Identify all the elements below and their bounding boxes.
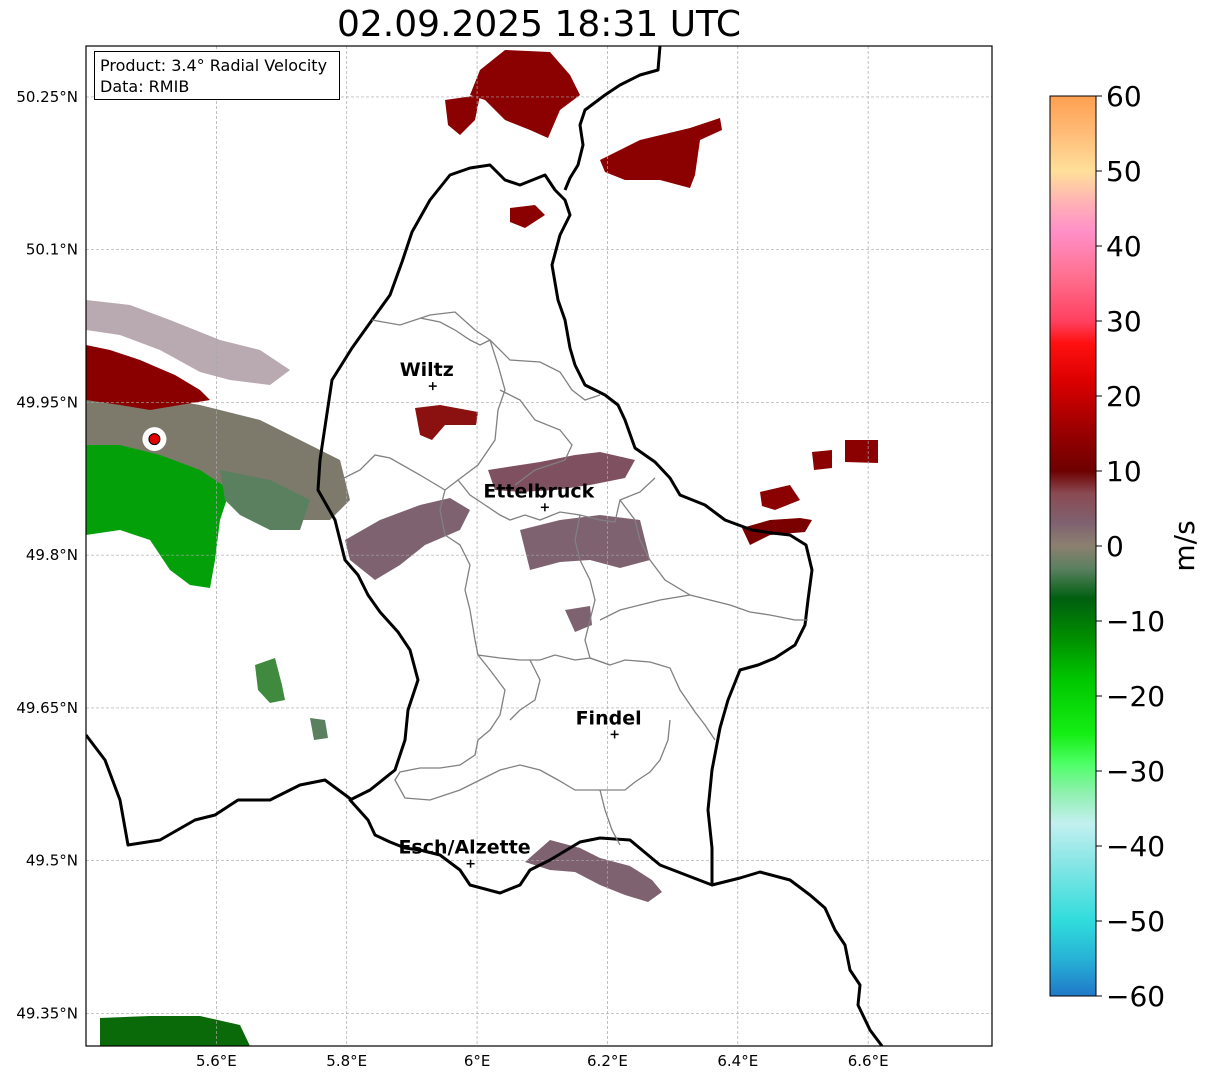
data-source: Data: RMIB	[100, 77, 190, 96]
map-frame	[85, 45, 993, 1047]
echo-south-west-cells	[255, 658, 285, 703]
city-marker: Ettelbruck	[483, 480, 595, 512]
lon-tick-label: 6°E	[464, 1052, 491, 1070]
city-layer: Wiltz Ettelbruck Findel Esch/Alzette	[398, 359, 642, 868]
luxembourg-border	[316, 163, 814, 895]
france-germany-border	[711, 870, 884, 1046]
echo-radar-approaching-lobe	[86, 445, 230, 588]
colorbar-tick-label: −60	[1106, 980, 1165, 1013]
echo-north-cluster	[470, 50, 580, 138]
colorbar-tick-label: 20	[1106, 380, 1142, 413]
city-marker: Esch/Alzette	[398, 837, 531, 868]
country-border-layer	[86, 46, 884, 1046]
map-gridlines	[86, 46, 992, 1046]
germany-belgium-border	[563, 46, 662, 191]
page-title: 02.09.2025 18:31 UTC	[336, 4, 742, 45]
echo-central-band	[345, 498, 470, 580]
colorbar-tick-label: 40	[1106, 230, 1142, 263]
product-info-box: Product: 3.4° Radial Velocity Data: RMIB	[94, 51, 340, 100]
colorbar-tick-label: 50	[1106, 155, 1142, 188]
lon-tick-label: 5.8°E	[326, 1052, 367, 1070]
echo-east-cluster-upper	[760, 485, 800, 510]
lon-tick-label: 6.2°E	[587, 1052, 628, 1070]
echo-far-east-small	[812, 450, 832, 470]
echo-radar-near-field	[86, 380, 350, 520]
colorbar-tick-label: −40	[1106, 830, 1165, 863]
colorbar-tick-label: 30	[1106, 305, 1142, 338]
echo-radar-receding-halo	[86, 300, 290, 385]
echo-east-cluster	[742, 518, 812, 545]
colorbar-tick-label: −50	[1106, 905, 1165, 938]
colorbar: 60 50 40 30 20 10 0 −10 −20 −30 −40 −50 −60 m/s	[1049, 80, 1201, 1013]
lon-tick-label: 6.4°E	[717, 1052, 758, 1070]
city-label: Findel	[576, 707, 642, 729]
colorbar-tick-label: −10	[1106, 605, 1165, 638]
echo-central-east-band	[520, 515, 650, 570]
colorbar-tick-label: −30	[1106, 755, 1165, 788]
city-label: Wiltz	[400, 359, 454, 381]
map-area: Wiltz Ettelbruck Findel Esch/Alzette	[86, 46, 992, 1046]
lat-tick-label: 49.8°N	[26, 546, 78, 564]
colorbar-label: m/s	[1168, 520, 1201, 571]
radar-site-marker	[142, 427, 167, 452]
colorbar-tick-label: −20	[1106, 680, 1165, 713]
colorbar-gradient	[1050, 96, 1096, 996]
lon-tick-labels: 5.6°E 5.8°E 6°E 6.2°E 6.4°E 6.6°E	[196, 1052, 889, 1070]
lat-tick-label: 49.5°N	[26, 852, 78, 870]
lon-tick-label: 5.6°E	[196, 1052, 237, 1070]
echo-ettelbruck-band	[488, 452, 635, 492]
city-label: Esch/Alzette	[398, 837, 530, 859]
lon-tick-label: 6.6°E	[848, 1052, 889, 1070]
belgium-france-border	[86, 734, 353, 847]
colorbar-tick-label: 60	[1106, 80, 1142, 113]
echo-radar-receding-lobe	[86, 345, 210, 410]
canton-boundary-layer	[339, 311, 808, 846]
radar-site-dot	[148, 433, 161, 446]
city-label: Ettelbruck	[483, 480, 594, 502]
echo-upper-cell	[510, 205, 545, 228]
lat-tick-label: 50.1°N	[26, 241, 78, 259]
echo-far-east-cluster	[845, 440, 878, 463]
colorbar-tick-label: 0	[1106, 530, 1124, 563]
colorbar-tick-label: 10	[1106, 455, 1142, 488]
echo-bottom-left-cell	[100, 1016, 250, 1046]
colorbar-ticks: 60 50 40 30 20 10 0 −10 −20 −30 −40 −50 −60	[1096, 80, 1165, 1013]
echo-lower-left-cells	[310, 718, 328, 740]
echo-north-cluster-trail	[445, 95, 480, 135]
radar-echo-layer	[86, 50, 878, 1046]
product-name: Product: 3.4° Radial Velocity	[100, 56, 328, 75]
lat-tick-label: 49.65°N	[16, 699, 78, 717]
echo-south-central-cell	[565, 606, 592, 632]
lat-tick-label: 50.25°N	[16, 88, 78, 106]
echo-radar-approaching-edge	[220, 470, 310, 530]
city-marker: Findel	[576, 707, 642, 739]
echo-north-east-cluster	[600, 118, 722, 188]
city-marker: Wiltz	[400, 359, 454, 391]
lat-tick-label: 49.95°N	[16, 393, 78, 411]
echo-wiltz-cell	[415, 405, 478, 440]
lat-tick-label: 49.35°N	[16, 1004, 78, 1022]
lat-tick-labels: 50.25°N 50.1°N 49.95°N 49.8°N 49.65°N 49.5°N 4…	[16, 88, 78, 1022]
